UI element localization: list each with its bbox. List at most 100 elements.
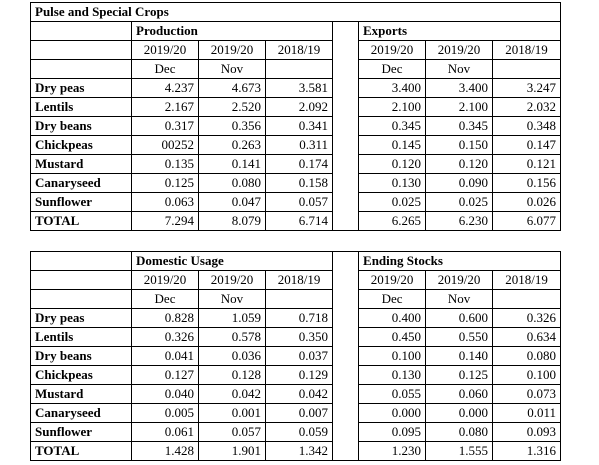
year-header: 2019/20 <box>131 270 199 290</box>
value-cell: 0.057 <box>265 192 333 212</box>
value-cell: 0.040 <box>131 384 199 404</box>
table-row-total: TOTAL 1.428 1.901 1.342 1.230 1.555 1.316 <box>30 441 562 461</box>
value-cell: 0.130 <box>358 173 426 193</box>
value-cell: 0.100 <box>492 365 562 385</box>
month-header: Dec <box>358 289 427 309</box>
value-cell: 0.350 <box>264 327 334 347</box>
value-cell: 0.341 <box>265 116 333 136</box>
value-cell: 6.265 <box>358 211 426 231</box>
table-row-lentils: Lentils 0.326 0.578 0.350 0.450 0.550 0.634 <box>30 327 562 347</box>
crop-label: Sunflower <box>30 422 132 442</box>
crop-label: Lentils <box>30 97 132 117</box>
value-cell: 0.141 <box>198 154 266 174</box>
month-header: Nov <box>198 289 266 309</box>
empty-cell <box>30 21 132 41</box>
title-row: Pulse and Special Crops <box>29 2 562 22</box>
bottom-months-row: Dec Nov Dec Nov <box>30 289 562 309</box>
month-header <box>491 59 562 79</box>
table-row-total: TOTAL 7.294 8.079 6.714 6.265 6.230 6.077 <box>30 211 562 231</box>
value-cell: 0.125 <box>425 365 494 385</box>
value-cell: 0.063 <box>131 192 199 212</box>
value-cell: 0.578 <box>198 327 266 347</box>
value-cell: 0.080 <box>425 422 494 442</box>
crop-label: Sunflower <box>30 192 132 212</box>
value-cell: 0.093 <box>492 422 562 442</box>
value-cell: 0.121 <box>491 154 562 174</box>
crop-label: Chickpeas <box>30 365 132 385</box>
value-cell: 1.428 <box>131 441 199 461</box>
value-cell: 0.025 <box>425 192 493 212</box>
table-row-dry-beans: Dry beans 0.041 0.036 0.037 0.100 0.140 0.080 <box>30 346 562 366</box>
value-cell: 0.135 <box>131 154 199 174</box>
year-header: 2018/19 <box>265 40 333 60</box>
value-cell: 3.400 <box>358 78 426 98</box>
crop-label: Mustard <box>30 384 132 404</box>
value-cell: 0.047 <box>198 192 266 212</box>
value-cell: 1.555 <box>425 441 494 461</box>
value-cell: 7.294 <box>131 211 199 231</box>
value-cell: 3.581 <box>265 78 333 98</box>
value-cell: 1.059 <box>198 308 266 328</box>
value-cell: 0.550 <box>425 327 494 347</box>
month-header: Dec <box>131 59 199 79</box>
value-cell: 0.158 <box>265 173 333 193</box>
value-cell: 0.634 <box>492 327 562 347</box>
value-cell: 2.100 <box>425 97 493 117</box>
value-cell: 6.230 <box>425 211 493 231</box>
empty-cell <box>30 289 132 309</box>
exports-header: Exports <box>357 21 562 41</box>
value-cell: 4.673 <box>198 78 266 98</box>
year-header: 2019/20 <box>131 40 199 60</box>
value-cell: 0.345 <box>358 116 426 136</box>
value-cell: 0.080 <box>492 346 562 366</box>
value-cell: 0.125 <box>131 173 199 193</box>
bottom-header-row: Domestic Usage Ending Stocks <box>30 251 562 461</box>
production-header: Production <box>131 21 333 41</box>
value-cell: 0.326 <box>131 327 199 347</box>
crop-label: Mustard <box>30 154 132 174</box>
value-cell: 1.342 <box>264 441 334 461</box>
value-cell: 3.247 <box>491 78 562 98</box>
crop-label: Canaryseed <box>30 173 132 193</box>
value-cell: 0.400 <box>358 308 427 328</box>
table-row-sunflower: Sunflower 0.063 0.047 0.057 0.025 0.025 0.026 <box>30 192 562 212</box>
month-header: Nov <box>425 59 493 79</box>
month-header <box>265 59 333 79</box>
table-row-chickpeas: Chickpeas 00252 0.263 0.311 0.145 0.150 0.147 <box>30 135 562 155</box>
value-cell: 2.100 <box>358 97 426 117</box>
table-row-mustard: Mustard 0.135 0.141 0.174 0.120 0.120 0.121 <box>30 154 562 174</box>
bottom-table: Domestic Usage Ending Stocks 2019/20 2019/2… <box>30 251 562 461</box>
value-cell: 0.011 <box>492 403 562 423</box>
empty-cell <box>30 270 132 290</box>
value-cell: 0.129 <box>264 365 334 385</box>
year-header: 2019/20 <box>198 40 266 60</box>
value-cell: 0.095 <box>358 422 427 442</box>
month-header: Dec <box>358 59 426 79</box>
value-cell: 0.061 <box>131 422 199 442</box>
year-header: 2019/20 <box>425 270 494 290</box>
value-cell: 1.316 <box>492 441 562 461</box>
value-cell: 4.237 <box>131 78 199 98</box>
top-months-row: Dec Nov Dec Nov <box>30 59 562 79</box>
value-cell: 0.073 <box>492 384 562 404</box>
value-cell: 0.057 <box>198 422 266 442</box>
value-cell: 0.120 <box>425 154 493 174</box>
value-cell: 0.156 <box>491 173 562 193</box>
year-header: 2019/20 <box>198 270 266 290</box>
value-cell: 3.400 <box>425 78 493 98</box>
value-cell: 0.348 <box>491 116 562 136</box>
value-cell: 0.007 <box>264 403 334 423</box>
crop-label: Canaryseed <box>30 403 132 423</box>
value-cell: 0.036 <box>198 346 266 366</box>
value-cell: 0.025 <box>358 192 426 212</box>
crop-label: TOTAL <box>30 441 132 461</box>
top-table: Pulse and Special Crops Production Exports… <box>29 2 562 231</box>
value-cell: 2.032 <box>491 97 562 117</box>
gap-column <box>332 21 359 231</box>
value-cell: 00252 <box>131 135 199 155</box>
empty-cell <box>30 59 132 79</box>
gap-column <box>332 251 360 461</box>
value-cell: 0.718 <box>264 308 334 328</box>
value-cell: 0.100 <box>358 346 427 366</box>
table-row-chickpeas: Chickpeas 0.127 0.128 0.129 0.130 0.125 0.100 <box>30 365 562 385</box>
